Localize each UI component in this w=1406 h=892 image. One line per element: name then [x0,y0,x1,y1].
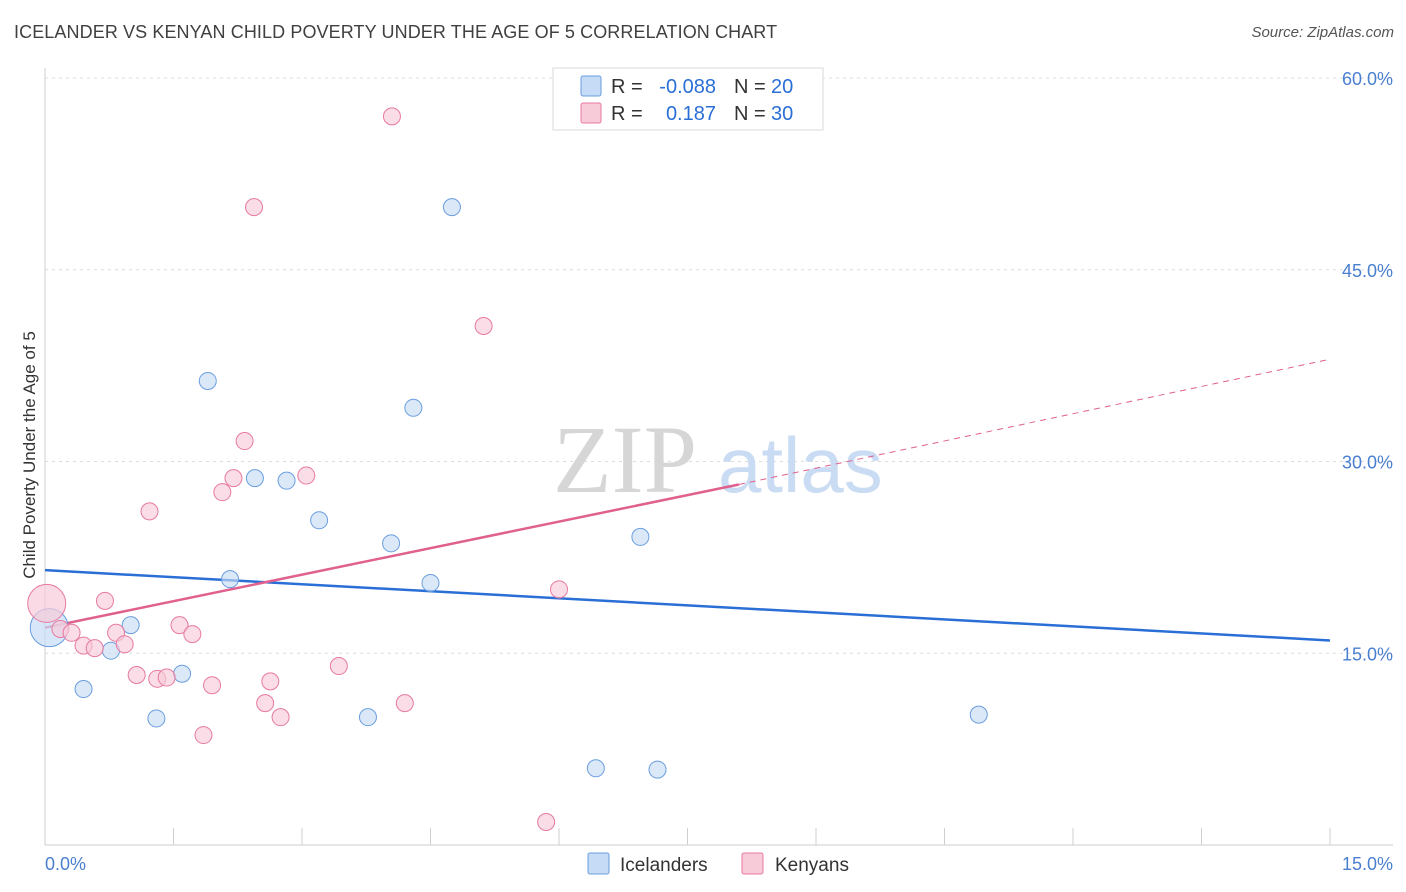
point-icelanders-3[interactable] [121,616,140,635]
point-kenyans-15[interactable] [203,676,222,695]
point-kenyans-20[interactable] [256,694,275,713]
y-tick-labels: 15.0% 30.0% 45.0% 60.0% [1342,69,1393,664]
point-kenyans-9[interactable] [140,502,159,521]
point-icelanders-18[interactable] [648,760,667,779]
point-kenyans-4[interactable] [85,639,104,658]
chart-title: ICELANDER VS KENYAN CHILD POVERTY UNDER … [14,22,778,42]
trend-line-icelanders [44,568,1331,642]
point-icelanders-17[interactable] [631,527,650,546]
legend-swatch-icelanders [580,75,602,97]
legend-r-label-icelanders: R = [611,76,643,98]
x-tick-label-min: 0.0% [45,854,86,874]
point-kenyans-2[interactable] [62,623,81,642]
point-kenyans-27[interactable] [474,316,493,335]
legend-n-label-icelanders: N = [734,76,766,98]
y-tick-label-30: 30.0% [1342,453,1393,473]
legend-n-value-kenyans: 30 [771,103,793,125]
trend-lines [44,358,1331,642]
x-tick-label-max: 15.0% [1342,854,1393,874]
point-icelanders-11[interactable] [358,708,377,727]
point-icelanders-15[interactable] [442,198,461,217]
y-tick-label-45: 45.0% [1342,261,1393,281]
point-icelanders-7[interactable] [221,570,240,589]
stats-legend: R = -0.088 N = 20 R = 0.187 N = 30 [552,67,824,131]
legend-r-label-kenyans: R = [611,103,643,125]
point-icelanders-1[interactable] [74,680,93,699]
point-kenyans-8[interactable] [127,665,146,684]
data-points [27,107,988,831]
point-kenyans-17[interactable] [224,469,243,488]
point-kenyans-18[interactable] [235,432,254,451]
point-kenyans-13[interactable] [183,625,202,644]
point-icelanders-10[interactable] [310,511,329,530]
watermark: ZIP atlas [553,406,883,513]
point-kenyans-29[interactable] [550,580,568,599]
point-kenyans-21[interactable] [261,672,280,691]
point-icelanders-12[interactable] [382,534,401,553]
point-kenyans-25[interactable] [382,107,401,126]
point-kenyans-28[interactable] [537,812,556,831]
point-kenyans-7[interactable] [115,635,134,654]
point-kenyans-23[interactable] [297,466,316,485]
grid [45,77,1393,654]
series-legend-swatch-kenyans [741,852,764,875]
legend-r-value-icelanders: -0.088 [659,76,716,98]
point-kenyans-22[interactable] [271,708,290,727]
y-tick-label-15: 15.0% [1342,644,1393,664]
point-kenyans-26[interactable] [395,694,414,713]
y-tick-label-60: 60.0% [1342,69,1393,89]
point-kenyans-5[interactable] [95,591,114,610]
x-ticks [44,828,1331,845]
point-kenyans-0[interactable] [27,583,67,623]
point-icelanders-8[interactable] [245,469,264,488]
trend-extension-kenyans [738,358,1331,485]
point-icelanders-14[interactable] [421,573,440,592]
point-icelanders-6[interactable] [198,371,217,390]
series-legend-swatch-icelanders [587,852,610,875]
point-icelanders-9[interactable] [277,471,296,490]
series-legend: Icelanders Kenyans [587,852,849,876]
legend-n-value-icelanders: 20 [771,76,793,98]
series-legend-label-kenyans: Kenyans [775,855,849,876]
legend-swatch-kenyans [580,102,602,124]
point-kenyans-14[interactable] [194,726,213,745]
watermark-atlas: atlas [718,421,883,509]
point-kenyans-16[interactable] [213,483,232,502]
source-label: Source: ZipAtlas.com [1251,24,1394,41]
legend-r-value-kenyans: 0.187 [666,103,716,125]
series-legend-label-icelanders: Icelanders [620,855,708,876]
trend-line-kenyans [44,483,740,629]
point-kenyans-11[interactable] [157,668,176,687]
point-icelanders-19[interactable] [969,705,988,724]
point-kenyans-24[interactable] [329,657,348,676]
point-icelanders-5[interactable] [173,664,192,683]
point-kenyans-12[interactable] [170,616,189,635]
point-icelanders-4[interactable] [147,709,166,728]
legend-n-label-kenyans: N = [734,103,766,125]
y-axis-label: Child Poverty Under the Age of 5 [20,331,39,579]
point-icelanders-13[interactable] [404,398,423,417]
watermark-zip: ZIP [553,406,697,513]
axes [44,68,1393,846]
point-icelanders-16[interactable] [586,759,605,778]
point-kenyans-19[interactable] [245,198,264,217]
